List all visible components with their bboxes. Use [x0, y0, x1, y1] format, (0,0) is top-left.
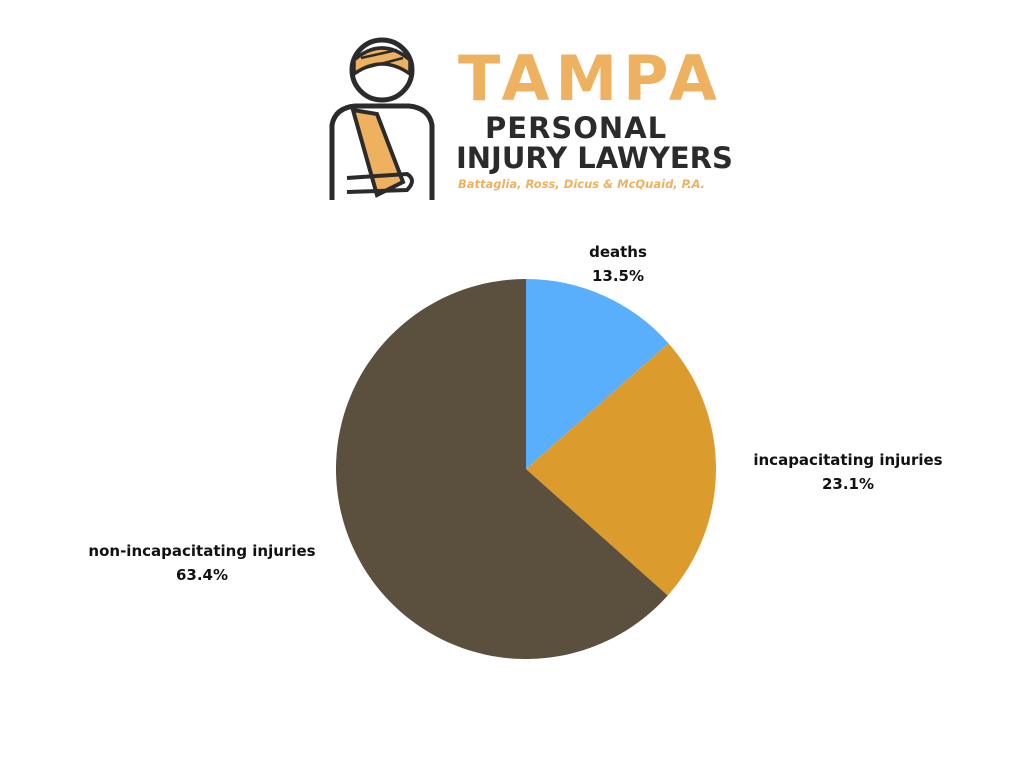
logo-line-injury-lawyers: INJURY LAWYERS: [456, 141, 733, 175]
slice-label-non-incapacitating-injuries: non-incapacitating injuries: [88, 542, 315, 560]
slice-value-deaths: 13.5%: [592, 267, 644, 285]
logo-title: TAMPA: [458, 42, 723, 115]
slice-value-incapacitating-injuries: 23.1%: [822, 475, 874, 493]
logo-firm-name: Battaglia, Ross, Dicus & McQuaid, P.A.: [458, 177, 705, 191]
slice-label-incapacitating-injuries: incapacitating injuries: [753, 451, 942, 469]
injured-person-with-sling-icon: [329, 37, 435, 200]
pie-slice-non-incapacitating-injuries: [336, 279, 668, 659]
logo-line-personal: PERSONAL: [485, 111, 668, 145]
slice-value-non-incapacitating-injuries: 63.4%: [176, 566, 228, 584]
pie-slice-deaths: [526, 279, 669, 469]
pie-slice-incapacitating-injuries: [526, 343, 717, 596]
firm-logo: TAMPA PERSONAL INJURY LAWYERS Battaglia,…: [325, 30, 733, 205]
slice-label-deaths: deaths: [589, 243, 647, 261]
